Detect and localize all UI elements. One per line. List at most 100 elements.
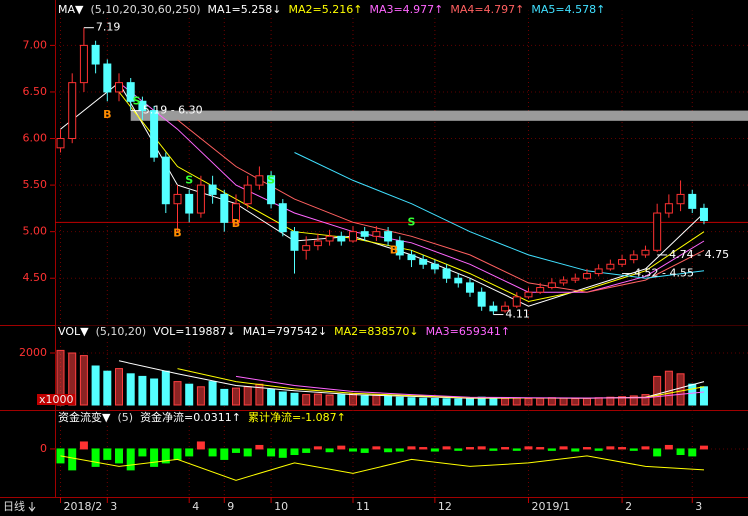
- bar: [115, 368, 124, 406]
- x-tick-label: 10: [274, 500, 288, 513]
- bar: [231, 448, 240, 453]
- candle-body: [150, 110, 159, 158]
- line-series: [235, 375, 705, 399]
- candle-body: [618, 259, 627, 265]
- bar: [360, 395, 369, 406]
- bar: [465, 447, 474, 450]
- bar: [618, 447, 627, 450]
- candle-body: [629, 254, 638, 261]
- x-tick-label: 2: [625, 500, 632, 513]
- bar: [325, 448, 334, 453]
- candle-body: [103, 63, 112, 93]
- candle-body: [419, 259, 428, 265]
- candle-body: [115, 82, 124, 93]
- indicator-title: 资金流变▼: [58, 410, 111, 424]
- bar: [571, 398, 580, 406]
- y-tick-label: 2000: [19, 346, 47, 359]
- bar: [173, 448, 182, 460]
- bar: [231, 387, 240, 406]
- x-tick-label: 4: [192, 500, 199, 513]
- candle-body: [302, 245, 311, 251]
- y-tick-label: 5.00: [23, 225, 48, 238]
- signal-marker: S: [133, 94, 141, 107]
- bar: [337, 394, 346, 406]
- period-arrow[interactable]: [28, 502, 36, 512]
- bar: [267, 448, 276, 457]
- bar: [372, 446, 381, 450]
- bar: [442, 398, 451, 406]
- bar: [302, 394, 311, 406]
- bar: [501, 447, 510, 450]
- bar: [384, 448, 393, 453]
- bar: [208, 448, 217, 457]
- bar: [594, 448, 603, 451]
- signal-marker: S: [267, 173, 275, 186]
- candle-body: [313, 240, 322, 247]
- bar: [173, 381, 182, 406]
- bar: [699, 386, 708, 406]
- candle-body: [278, 203, 287, 233]
- bar: [430, 448, 439, 452]
- signal-marker: B: [390, 243, 398, 256]
- candle-body: [547, 282, 556, 289]
- bar: [138, 375, 147, 406]
- bar: [395, 448, 404, 452]
- annotation: 4.74 - 4.75: [669, 248, 729, 261]
- bar: [267, 388, 276, 406]
- x-tick-label: 12: [438, 500, 452, 513]
- y-tick-label: 6.50: [23, 85, 48, 98]
- candle-body: [360, 231, 369, 237]
- bar: [407, 397, 416, 406]
- bar: [208, 381, 217, 406]
- bar: [150, 448, 159, 467]
- bar: [243, 386, 252, 406]
- bar: [419, 397, 428, 406]
- bar: [512, 448, 521, 451]
- bar: [536, 447, 545, 450]
- bar: [699, 445, 708, 450]
- bar: [559, 446, 568, 450]
- bar: [664, 444, 673, 450]
- candle-body: [91, 44, 100, 65]
- signal-marker: B: [103, 108, 111, 121]
- candle-body: [524, 291, 533, 298]
- candle-body: [606, 263, 615, 270]
- bar: [220, 388, 229, 406]
- x-tick-label: 2019/1: [531, 500, 570, 513]
- bar: [255, 444, 264, 450]
- candle-body: [173, 193, 182, 205]
- candle-body: [79, 44, 88, 84]
- bar: [653, 448, 662, 457]
- header-bg: [56, 325, 748, 339]
- bar: [407, 446, 416, 450]
- bar: [629, 448, 638, 451]
- legend-entry: MA3=659341↑: [426, 325, 510, 338]
- bar: [68, 448, 77, 471]
- bar: [348, 393, 357, 406]
- bar: [664, 370, 673, 406]
- candle-body: [126, 82, 135, 102]
- period-label[interactable]: 日线: [3, 499, 25, 513]
- bar: [337, 445, 346, 450]
- candle-body: [325, 235, 334, 242]
- bar: [536, 397, 545, 406]
- bar: [571, 448, 580, 452]
- bar: [372, 394, 381, 406]
- candle-body: [68, 82, 77, 140]
- candle-body: [267, 175, 276, 205]
- indicator-params: (5,10,20,30,60,250): [90, 3, 200, 16]
- bar: [419, 447, 428, 450]
- bar: [115, 448, 124, 464]
- line-series: [118, 82, 705, 293]
- y-tick-label: 4.50: [23, 271, 48, 284]
- legend-entry: MA5=4.578↑: [531, 3, 605, 16]
- bar: [220, 448, 229, 460]
- bar: [79, 355, 88, 406]
- bar: [430, 398, 439, 406]
- bar: [185, 383, 194, 406]
- line-series: [294, 152, 705, 279]
- bar: [465, 397, 474, 406]
- candle-body: [208, 184, 217, 195]
- x-tick-label: 11: [356, 500, 370, 513]
